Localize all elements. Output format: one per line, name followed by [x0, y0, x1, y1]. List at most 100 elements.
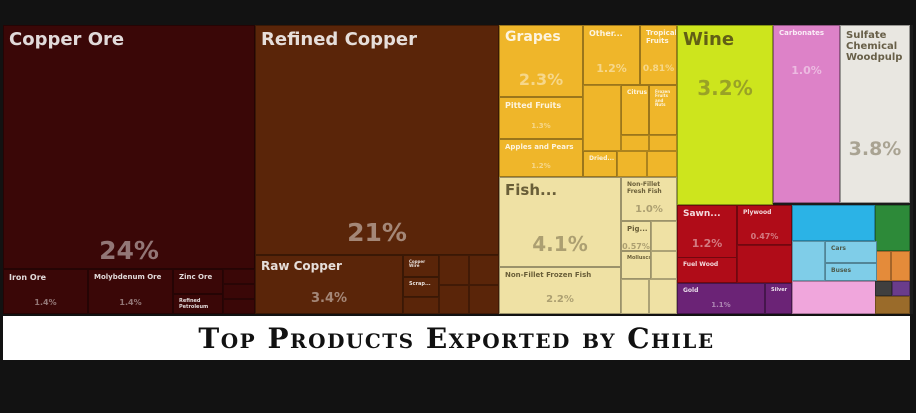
tile-grapes[interactable]: Grapes 2.3%	[499, 25, 583, 97]
treemap-subtile	[651, 251, 677, 279]
tile-value: 1.2%	[691, 237, 723, 250]
treemap-subtile	[223, 284, 255, 299]
treemap-subtile	[875, 281, 892, 296]
tile-label: Raw Copper	[261, 259, 342, 273]
tile-label: Iron Ore	[9, 273, 47, 282]
tile-label: Plywood	[743, 209, 772, 216]
tile-non-fillet-frozen-fish[interactable]: Non-Fillet Frozen Fish 2.2%	[499, 267, 621, 314]
tile-buses[interactable]: Buses	[825, 263, 877, 281]
treemap-subtile	[649, 135, 677, 151]
tile-label: Citrus	[627, 89, 648, 96]
tile-carbonates[interactable]: Carbonates 1.0%	[773, 25, 840, 203]
tile-value: 1.1%	[711, 301, 731, 309]
tile-value: 3.8%	[848, 138, 902, 160]
tile-other[interactable]: Other... 1.2%	[583, 25, 640, 85]
tile-value: 1.2%	[596, 62, 627, 75]
tile-raw-copper[interactable]: Raw Copper 3.4%	[255, 255, 403, 314]
tile-value: 3.4%	[310, 291, 348, 306]
tile-value: 3.2%	[697, 76, 753, 100]
tile-plywood[interactable]: Plywood 0.47%	[737, 205, 792, 245]
tile-value: 1.0%	[791, 64, 822, 77]
tile-copper-wire[interactable]: Copper Wire	[403, 255, 439, 277]
treemap-subtile	[621, 135, 649, 151]
tile-label: Refined Copper	[261, 29, 418, 50]
tile-scrap[interactable]: Scrap...	[403, 277, 439, 297]
treemap: Copper Ore 24% Iron Ore 1.4% Molybdenum Ore 1…	[3, 25, 913, 314]
tile-label: Tropical Fruits	[646, 29, 677, 45]
treemap-subtile	[583, 85, 621, 151]
tile-label: Molluscs	[627, 255, 651, 261]
tile-value: 21%	[347, 218, 407, 247]
tile-label: Fish...	[505, 181, 558, 199]
tile-frozen-fruits-and-nuts[interactable]: Frozen Fruits and Nuts	[649, 85, 677, 135]
tile-label: Buses	[831, 267, 852, 274]
tile-label: Gold	[683, 287, 699, 294]
treemap-subtile	[875, 205, 910, 251]
treemap-subtile	[469, 285, 499, 314]
tile-pitted-fruits[interactable]: Pitted Fruits 1.3%	[499, 97, 583, 139]
tile-silver[interactable]: Silver	[765, 283, 792, 314]
tile-label: Wine	[683, 29, 735, 50]
tile-copper-ore[interactable]: Copper Ore 24%	[3, 25, 255, 269]
tile-value: 4.1%	[532, 232, 588, 256]
chart-title: Top Products Exported by Chile	[198, 321, 715, 355]
tile-refined-petroleum[interactable]: Refined Petroleum	[173, 294, 223, 314]
treemap-subtile	[649, 279, 677, 314]
treemap-subtile	[223, 269, 255, 284]
tile-label: Apples and Pears	[505, 143, 574, 151]
tile-iron-ore[interactable]: Iron Ore 1.4%	[3, 269, 88, 314]
tile-fuel-wood[interactable]: Fuel Wood	[677, 257, 737, 283]
tile-value: 1.4%	[34, 298, 57, 307]
tile-citrus[interactable]: Citrus	[621, 85, 649, 135]
tile-label: Molybdenum Ore	[94, 273, 162, 281]
tile-value: 2.2%	[546, 294, 574, 305]
tile-value: 2.3%	[518, 70, 564, 89]
tile-label: Frozen Fruits and Nuts	[655, 89, 671, 108]
title-bar: Top Products Exported by Chile	[3, 316, 910, 360]
tile-non-fillet-fresh-fish[interactable]: Non-Fillet Fresh Fish 1.0%	[621, 177, 677, 221]
tile-dried[interactable]: Dried...	[583, 151, 617, 177]
tile-label: Copper Ore	[9, 29, 125, 50]
tile-zinc-ore[interactable]: Zinc Ore	[173, 269, 223, 294]
tile-tropical-fruits[interactable]: Tropical Fruits 0.81%	[640, 25, 677, 85]
tile-value: 24%	[99, 236, 159, 265]
tile-label: Zinc Ore	[179, 273, 213, 281]
tile-label: Sulfate Chemical Woodpulp	[846, 30, 903, 63]
tile-label: Copper Wire	[409, 259, 426, 269]
tile-label: Other...	[589, 29, 623, 38]
treemap-subtile	[891, 251, 910, 281]
treemap-subtile	[875, 251, 891, 281]
tile-value: 1.2%	[531, 162, 551, 170]
tile-pig[interactable]: Pig... 0.57%	[621, 221, 651, 251]
tile-gold[interactable]: Gold 1.1%	[677, 283, 765, 314]
tile-label: Grapes	[505, 29, 561, 45]
treemap-subtile	[737, 245, 792, 283]
treemap-subtile	[792, 281, 876, 314]
tile-cars[interactable]: Cars	[825, 241, 877, 263]
tile-label: Non-Fillet Fresh Fish	[627, 181, 662, 195]
tile-label: Refined Petroleum	[179, 298, 209, 310]
treemap-subtile	[617, 151, 647, 177]
tile-label: Cars	[831, 245, 846, 252]
tile-label: Carbonates	[779, 29, 825, 37]
treemap-subtile	[439, 285, 469, 314]
tile-wine[interactable]: Wine 3.2%	[677, 25, 773, 205]
treemap-subtile	[892, 281, 910, 296]
treemap-subtile	[403, 297, 439, 314]
tile-label: Pitted Fruits	[505, 101, 562, 110]
tile-fish[interactable]: Fish... 4.1%	[499, 177, 621, 267]
treemap-subtile	[875, 296, 910, 314]
treemap-subtile	[651, 221, 677, 251]
tile-value: 1.4%	[119, 298, 142, 307]
tile-refined-copper[interactable]: Refined Copper 21%	[255, 25, 499, 255]
tile-label: Scrap...	[409, 281, 431, 287]
tile-molluscs[interactable]: Molluscs	[621, 251, 651, 279]
tile-molybdenum-ore[interactable]: Molybdenum Ore 1.4%	[88, 269, 173, 314]
treemap-subtile	[792, 241, 825, 281]
tile-value: 0.81%	[642, 64, 675, 74]
treemap-subtile	[223, 299, 255, 314]
tile-value: 1.3%	[531, 122, 551, 130]
tile-apples-and-pears[interactable]: Apples and Pears 1.2%	[499, 139, 583, 177]
treemap-subtile	[621, 279, 649, 314]
tile-sulfate-chemical-woodpulp[interactable]: Sulfate Chemical Woodpulp 3.8%	[840, 25, 910, 203]
